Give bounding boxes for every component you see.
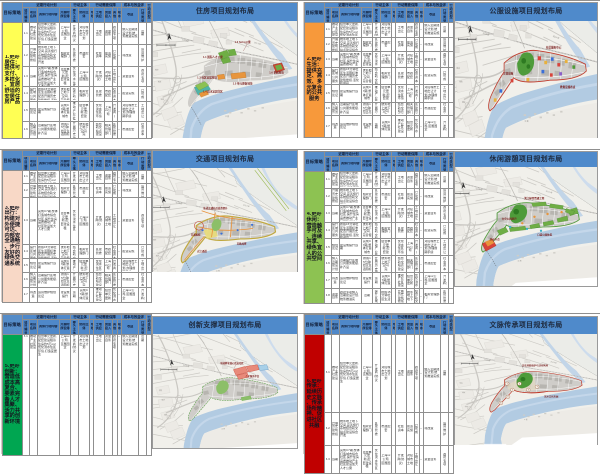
svg-text:1: 1 (506, 384, 508, 386)
svg-text:地块: 地块 (456, 65, 459, 69)
svg-text:江 面: 江 面 (525, 119, 529, 123)
svg-text:过江通道: 过江通道 (197, 249, 207, 253)
svg-text:滨江大道: 滨江大道 (545, 190, 553, 195)
svg-text:江 面: 江 面 (518, 259, 522, 262)
svg-text:支路加密: 支路加密 (236, 241, 247, 245)
svg-text:沿江高架: 沿江高架 (182, 37, 190, 43)
svg-text:1.3 社区宜居地块: 1.3 社区宜居地块 (197, 76, 217, 80)
svg-text:地块: 地块 (459, 79, 462, 83)
svg-text:地块: 地块 (158, 79, 162, 83)
svg-text:1.1 国际人才公寓: 1.1 国际人才公寓 (203, 55, 223, 59)
svg-text:6: 6 (500, 403, 502, 405)
svg-text:科创孵化核心区启动区: 科创孵化核心区启动区 (221, 360, 245, 364)
svg-text:滨江大道: 滨江大道 (254, 40, 262, 46)
svg-text:滨江绿带贯通工程: 滨江绿带贯通工程 (524, 196, 545, 200)
svg-text:地块: 地块 (462, 100, 465, 104)
svg-text:地块: 地块 (161, 97, 165, 101)
svg-text:文体设施: 文体设施 (502, 71, 513, 75)
svg-text:1.5 单元更新地块: 1.5 单元更新地块 (233, 81, 253, 85)
svg-text:5: 5 (507, 397, 509, 399)
svg-text:地块: 地块 (155, 68, 159, 72)
svg-text:轨道交通站点改造提升: 轨道交通站点改造提升 (203, 206, 228, 210)
svg-text:中央公园提升: 中央公园提升 (502, 217, 518, 221)
svg-text:交通枢纽: 交通枢纽 (191, 232, 201, 236)
svg-text:2: 2 (512, 390, 514, 392)
svg-text:江 面: 江 面 (225, 114, 229, 118)
svg-text:历史风貌保护与活化利用: 历史风貌保护与活化利用 (522, 364, 548, 368)
svg-text:人才服务平台: 人才服务平台 (245, 374, 260, 378)
svg-text:3: 3 (519, 384, 521, 386)
svg-text:滨水文化走廊: 滨水文化走廊 (544, 395, 559, 399)
svg-text:7: 7 (536, 387, 538, 389)
svg-text:沿江高架: 沿江高架 (482, 30, 490, 36)
svg-text:4: 4 (528, 390, 530, 392)
svg-text:1.6 更新地块: 1.6 更新地块 (269, 71, 284, 75)
svg-text:滨水节点: 滨水节点 (490, 237, 501, 241)
svg-text:滨江大道: 滨江大道 (552, 34, 559, 40)
svg-text:1.4 滨水宜居住区: 1.4 滨水宜居住区 (203, 89, 223, 93)
svg-text:教育设施布点: 教育设施布点 (559, 85, 575, 89)
svg-text:地块: 地块 (455, 244, 459, 247)
svg-text:沿江高架: 沿江高架 (475, 187, 483, 192)
svg-text:1.2 Soho公寓: 1.2 Soho公寓 (235, 40, 251, 44)
svg-text:地块: 地块 (455, 227, 456, 230)
svg-text:口袋公园体系: 口袋公园体系 (537, 232, 553, 236)
svg-text:社区服务中心: 社区服务中心 (545, 45, 561, 49)
